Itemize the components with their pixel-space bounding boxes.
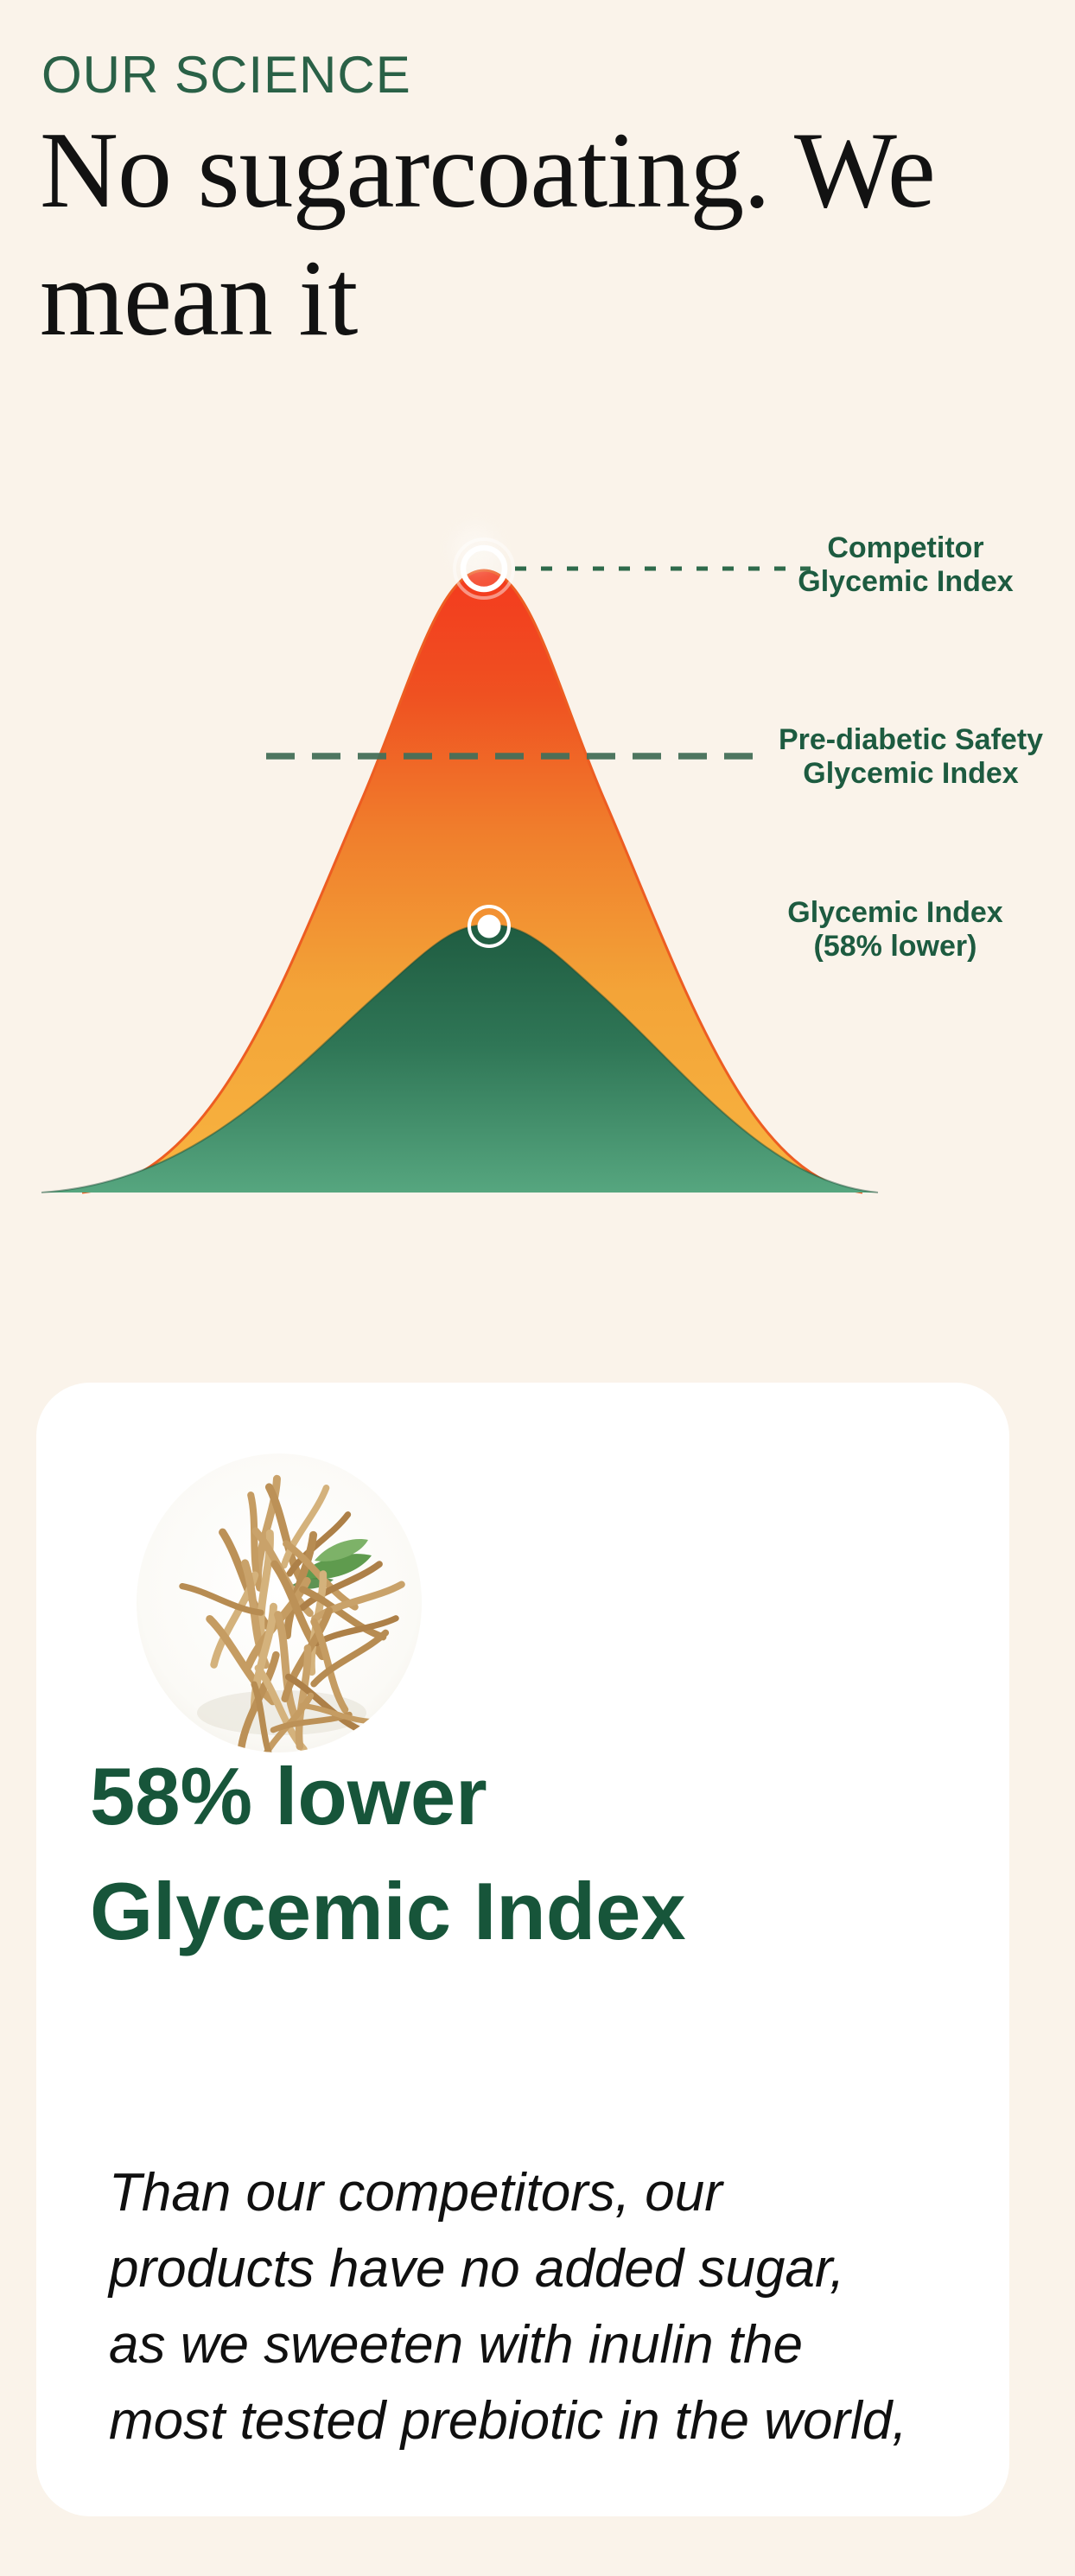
competitor-curve-outline <box>81 569 863 1194</box>
competitor-curve <box>82 570 862 1193</box>
section-kicker: OUR SCIENCE <box>41 46 411 104</box>
chart-label-our-glycemic-index: Glycemic Index (58% lower) <box>787 896 1003 963</box>
glycemic-index-chart: Competitor Glycemic Index Pre-diabetic S… <box>0 471 1075 1214</box>
competitor-peak-marker-ring <box>460 544 508 593</box>
our-peak-marker-dot <box>477 914 501 938</box>
card-body-text: Than our competitors, our products have … <box>109 2163 907 2451</box>
chart-label-prediabetic-safety: Pre-diabetic Safety Glycemic Index <box>778 723 1044 790</box>
bell-curve-graphic <box>41 526 879 1194</box>
info-card: 58% lower Glycemic Index Than our compet… <box>36 1383 1009 2516</box>
card-heading: 58% lower Glycemic Index <box>90 1751 686 1956</box>
section-title: No sugarcoating. We mean it <box>40 111 936 359</box>
chart-label-competitor: Competitor Glycemic Index <box>798 531 1014 598</box>
competitor-peak-marker-halo <box>453 537 515 600</box>
dried-roots-photo <box>137 1453 422 1752</box>
our-peak-marker-ring <box>468 905 511 948</box>
our-curve <box>41 925 878 1193</box>
